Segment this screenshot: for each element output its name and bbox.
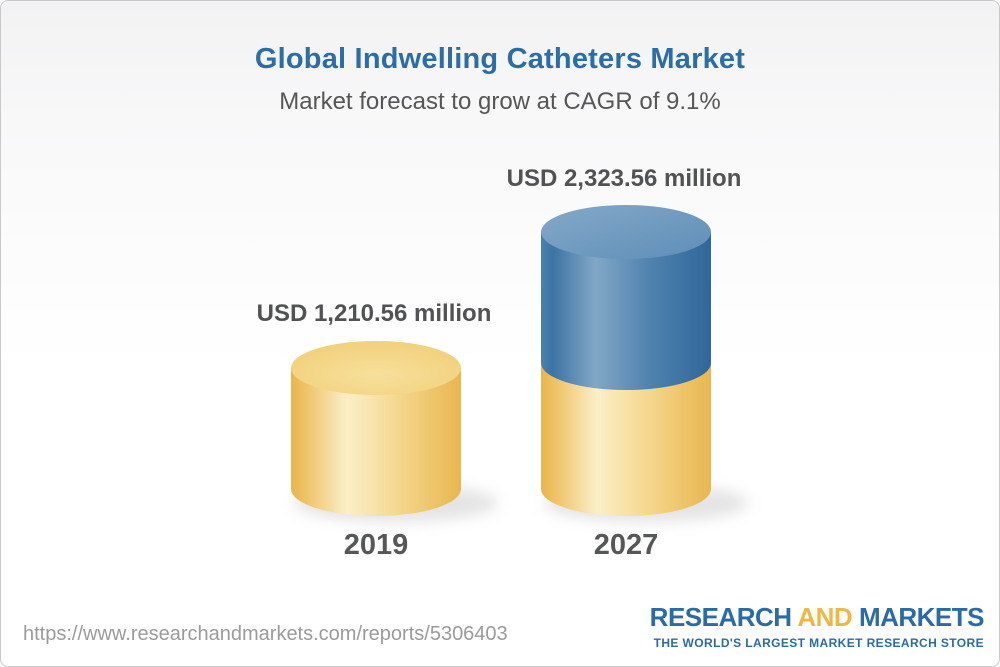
- logo-word-markets: MARKETS: [858, 602, 985, 632]
- category-label-2027: 2027: [593, 529, 659, 561]
- bar-2027-growth-segment: [541, 232, 711, 390]
- chart-subtitle: Market forecast to grow at CAGR of 9.1%: [279, 88, 721, 115]
- research-and-markets-logo: RESEARCH AND MARKETS THE WORLD'S LARGEST…: [649, 602, 985, 650]
- chart-title: Global Indwelling Catheters Market: [254, 43, 746, 75]
- logo-word-research: RESEARCH: [649, 602, 792, 632]
- category-label-2019: 2019: [343, 529, 409, 561]
- logo-word-and: AND: [797, 602, 853, 632]
- logo-wordmark: RESEARCH AND MARKETS: [649, 602, 985, 633]
- value-label-2027: USD 2,323.56 million: [506, 165, 742, 192]
- source-url: https://www.researchandmarkets.com/repor…: [23, 623, 508, 645]
- logo-tagline: THE WORLD'S LARGEST MARKET RESEARCH STOR…: [653, 636, 984, 650]
- bar-2027: [541, 205, 711, 516]
- bar-2019: [291, 341, 461, 516]
- value-label-2019: USD 1,210.56 million: [256, 300, 492, 327]
- bar-2027-base-segment: [541, 363, 711, 516]
